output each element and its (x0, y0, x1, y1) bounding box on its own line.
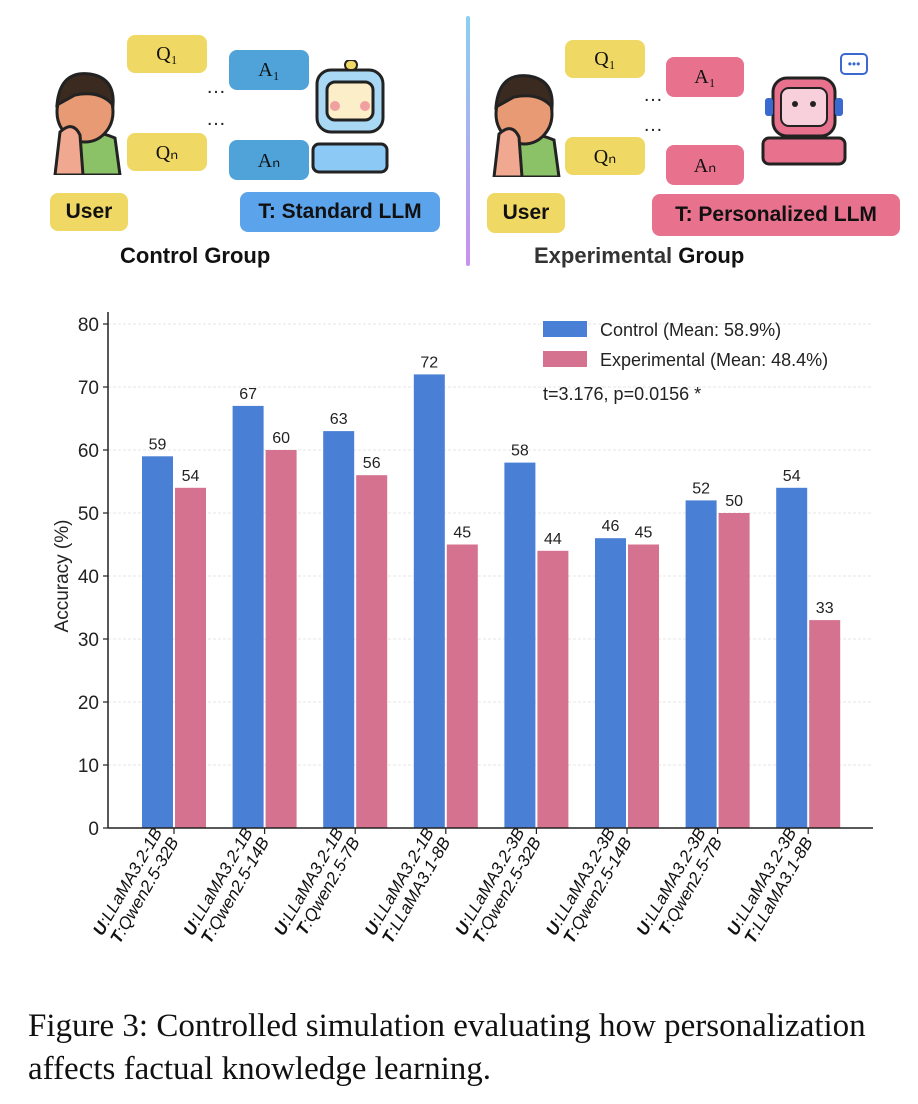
experimental-bar (718, 513, 750, 828)
legend-swatch (543, 321, 587, 337)
y-tick-label: 30 (78, 630, 99, 651)
experimental-bar (537, 550, 569, 828)
control-bar (776, 487, 808, 828)
y-tick-label: 60 (78, 441, 99, 462)
bar-value-label: 58 (511, 443, 529, 460)
answer-1-bubble: A₁ (666, 57, 744, 97)
control-bar (685, 500, 717, 828)
control-bar (413, 374, 445, 828)
svg-text:•••: ••• (848, 57, 861, 71)
x-tick-label: U:LLaMA3.2-1BT:Qwen2.5-14B (180, 825, 273, 949)
experimental-bar (809, 620, 841, 828)
legend-label: Experimental (Mean: 48.4%) (600, 350, 828, 370)
standard-llm-label: T: Standard LLM (240, 192, 440, 232)
y-axis-label: Accuracy (%) (52, 520, 73, 633)
answer-1-bubble: A₁ (229, 50, 309, 90)
ellipsis: … (206, 108, 227, 130)
answer-n-bubble: Aₙ (666, 145, 744, 185)
standard-robot-icon (311, 60, 389, 174)
bar-value-label: 50 (725, 493, 743, 510)
question-1-bubble: Q₁ (127, 35, 207, 73)
ellipsis: … (643, 84, 664, 106)
user-avatar-icon (492, 74, 561, 177)
bar-value-label: 60 (272, 430, 290, 447)
ellipsis: … (206, 76, 227, 98)
experimental-bar (265, 450, 297, 828)
question-n-bubble: Qₙ (565, 137, 645, 175)
bar-value-label: 33 (816, 600, 834, 617)
x-tick-label: U:LLaMA3.2-3BT:LLaMA3.1-8B (723, 825, 816, 949)
experimental-bar (628, 544, 659, 828)
personalized-llm-label: T: Personalized LLM (652, 194, 900, 236)
y-tick-label: 80 (78, 315, 99, 336)
experimental-bar (175, 487, 206, 828)
x-tick-label: U:LLaMA3.2-3BT:Qwen2.5-32B (452, 825, 545, 949)
bar-value-label: 59 (149, 436, 167, 453)
bar-value-label: 67 (239, 386, 257, 403)
control-bar (595, 538, 626, 828)
question-1-bubble: Q₁ (565, 40, 645, 78)
bar-value-label: 45 (453, 525, 471, 542)
figure-caption: Figure 3: Controlled simulation evaluati… (28, 1008, 866, 1087)
bar-value-label: 56 (363, 455, 381, 472)
stat-annotation: t=3.176, p=0.0156 * (543, 384, 701, 404)
x-tick-label: U:LLaMA3.2-1BT:LLaMA3.1-8B (361, 825, 454, 949)
control-bar (142, 456, 173, 828)
y-tick-label: 20 (78, 693, 99, 714)
control-bar (323, 431, 355, 828)
bar-value-label: 44 (544, 531, 562, 548)
bar-value-label: 52 (692, 480, 710, 497)
bar-value-label: 72 (420, 354, 438, 371)
ellipsis: … (643, 114, 664, 136)
y-tick-label: 70 (78, 378, 99, 399)
bar-value-label: 46 (602, 518, 620, 535)
control-bar (232, 405, 264, 828)
y-tick-label: 0 (88, 819, 99, 840)
bar-value-label: 54 (182, 468, 200, 485)
experimental-group-title: Experimental Group (534, 243, 744, 269)
divider (466, 16, 470, 266)
x-tick-label: U:LLaMA3.2-1BT:Qwen2.5-7B (270, 825, 363, 949)
y-tick-label: 50 (78, 504, 99, 525)
question-n-bubble: Qₙ (127, 133, 207, 171)
title-part: Experimental (534, 243, 673, 268)
experimental-bar (356, 475, 388, 828)
legend-label: Control (Mean: 58.9%) (600, 320, 781, 340)
control-bar (504, 462, 536, 828)
x-tick-label: U:LLaMA3.2-3BT:Qwen2.5-7B (633, 825, 726, 949)
answer-n-bubble: Aₙ (229, 140, 309, 180)
user-avatar-icon (53, 72, 122, 175)
x-tick-label: U:LLaMA3.2-1BT:Qwen2.5-32B (89, 825, 182, 949)
user-label: User (487, 193, 565, 233)
bar-value-label: 63 (330, 411, 348, 428)
legend-swatch (543, 351, 587, 367)
control-group-title: Control Group (120, 243, 271, 268)
x-tick-label: U:LLaMA3.2-3BT:Qwen2.5-14B (542, 825, 635, 949)
y-tick-label: 40 (78, 567, 99, 588)
user-label: User (50, 193, 128, 231)
bar-value-label: 54 (783, 468, 801, 485)
title-part: Group (672, 243, 745, 268)
bar-value-label: 45 (635, 525, 653, 542)
experimental-bar (446, 544, 478, 828)
accuracy-bar-chart: 0 10 20 30 40 50 60 70 80 Accuracy (%) 59 54 U:LLaMA… (52, 312, 873, 949)
personalized-robot-icon: ••• (761, 53, 868, 166)
y-tick-label: 10 (78, 756, 99, 777)
